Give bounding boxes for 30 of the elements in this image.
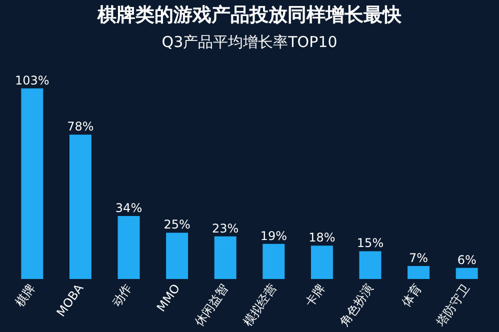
data-label: 23% [212,221,239,236]
bar [262,244,285,279]
bar [69,134,92,279]
data-label: 6% [457,252,476,267]
x-tick-label: 塔防守卫 [433,281,473,330]
data-label: 19% [260,228,287,243]
data-label: 15% [356,236,384,250]
data-label: 78% [67,120,94,134]
bar [21,88,44,279]
bar [408,266,430,279]
x-tick-label: 棋牌 [12,281,38,310]
data-label: 7% [409,251,428,266]
data-label: 34% [115,201,142,216]
chart-title: 棋牌类的游戏产品投放同样增长最快 [96,4,402,26]
x-tick-label: 模拟经营 [240,281,280,329]
x-tick-label: 角色扮演 [336,281,376,329]
data-label: 25% [164,218,190,232]
bar [310,246,333,279]
x-tick-label: 体育 [399,281,424,310]
bar [359,251,382,279]
data-label: 18% [308,230,336,245]
bar [214,236,236,279]
data-label: 103% [14,73,50,88]
bar [118,216,140,279]
bar [456,268,478,279]
x-tick-label: 休闲益智 [192,281,232,329]
x-tick-label: 动作 [109,281,134,310]
bar [166,232,188,279]
chart-subtitle: Q3产品平均增长率TOP10 [162,33,338,51]
x-tick-label: 卡牌 [302,281,328,310]
